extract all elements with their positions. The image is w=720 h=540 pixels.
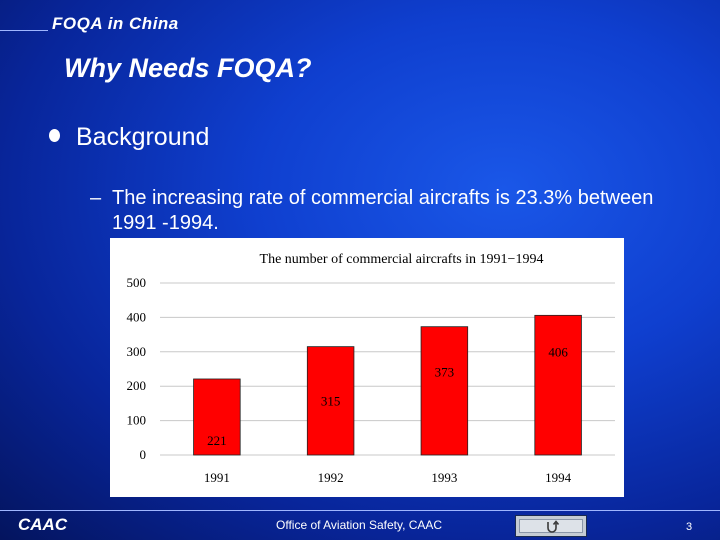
y-tick-label: 200 xyxy=(127,378,147,393)
bar xyxy=(534,314,582,456)
bullet-text: Background xyxy=(76,123,210,151)
bar xyxy=(420,326,469,456)
dash-marker: – xyxy=(90,187,102,209)
footer-rule xyxy=(0,510,720,511)
bar xyxy=(306,346,355,456)
x-tick-label: 1993 xyxy=(431,470,457,485)
x-tick-label: 1992 xyxy=(318,470,344,485)
y-tick-label: 300 xyxy=(127,344,147,359)
return-button[interactable] xyxy=(515,515,587,537)
data-label: 406 xyxy=(548,344,568,359)
sub-bullet-text: The increasing rate of commercial aircra… xyxy=(112,187,654,234)
chart-title: The number of commercial aircrafts in 19… xyxy=(260,252,544,267)
y-tick-label: 500 xyxy=(127,275,147,290)
bullet-icon xyxy=(49,129,60,142)
x-tick-label: 1994 xyxy=(545,470,572,485)
section-title: FOQA in China xyxy=(52,14,179,33)
bar-chart: The number of commercial aircrafts in 19… xyxy=(127,252,615,485)
y-tick-label: 0 xyxy=(140,447,147,462)
slide-title: Why Needs FOQA? xyxy=(64,53,312,83)
data-label: 315 xyxy=(321,394,341,409)
return-arrow-icon xyxy=(547,520,560,533)
sub-bullet: – The increasing rate of commercial aircr… xyxy=(90,186,690,236)
data-label: 373 xyxy=(435,365,455,380)
footer-text: Office of Aviation Safety, CAAC xyxy=(276,518,443,532)
page-number: 3 xyxy=(686,521,693,533)
data-label: 221 xyxy=(207,433,227,448)
chart-panel: The number of commercial aircrafts in 19… xyxy=(110,238,624,497)
y-tick-label: 100 xyxy=(127,413,147,428)
x-tick-label: 1991 xyxy=(204,470,230,485)
y-tick-label: 400 xyxy=(127,309,147,324)
header-rule xyxy=(0,30,48,31)
footer-logo: CAAC xyxy=(18,515,68,534)
bar xyxy=(193,378,241,456)
